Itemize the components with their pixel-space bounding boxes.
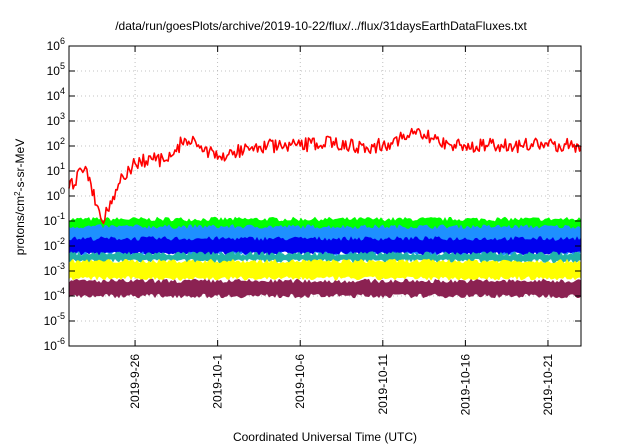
series-band-3 <box>69 236 581 256</box>
y-tick-label: 100 <box>47 186 65 203</box>
y-axis-label-sup: 2 <box>13 191 22 196</box>
x-tick-label: 2019-9-26 <box>128 354 142 409</box>
x-tick-label: 2019-10-1 <box>211 354 225 409</box>
y-tick-label: 10-1 <box>44 211 65 228</box>
y-tick-label: 101 <box>47 161 65 178</box>
y-tick-label: 105 <box>47 61 65 78</box>
x-tick-label: 2019-10-6 <box>293 354 307 409</box>
y-tick-label: 10-2 <box>44 236 65 253</box>
y-tick-label: 106 <box>47 36 65 53</box>
x-axis-label: Coordinated Universal Time (UTC) <box>233 430 417 444</box>
x-tick-label: 2019-10-16 <box>458 354 472 416</box>
series-line-0 <box>68 127 582 225</box>
y-tick-label: 104 <box>47 86 65 103</box>
y-tick-label: 103 <box>47 111 65 128</box>
y-tick-label: 10-6 <box>44 336 65 353</box>
grid-layer <box>69 46 581 346</box>
axis-layer: 10-6 10-5 10-4 10-3 10-2 10-1 100 101 102 103 104 1… <box>44 36 581 415</box>
series-band-6 <box>69 278 581 299</box>
x-tick-label: 2019-10-21 <box>541 354 555 416</box>
chart-title: /data/run/goesPlots/archive/2019-10-22/f… <box>115 19 527 33</box>
y-tick-label: 10-5 <box>44 311 65 328</box>
y-tick-label: 102 <box>47 136 65 153</box>
y-axis-label: protons/cm2-s-sr-MeV <box>13 139 28 255</box>
y-tick-label: 10-4 <box>44 286 65 303</box>
series-band-4 <box>69 251 581 264</box>
series-band-5 <box>69 258 581 281</box>
y-axis-label-base: protons/cm <box>13 196 27 255</box>
x-tick-label: 2019-10-11 <box>376 354 390 415</box>
series-layer <box>68 127 582 299</box>
y-axis-label-rest: -s-sr-MeV <box>13 139 27 192</box>
y-tick-label: 10-3 <box>44 261 65 278</box>
